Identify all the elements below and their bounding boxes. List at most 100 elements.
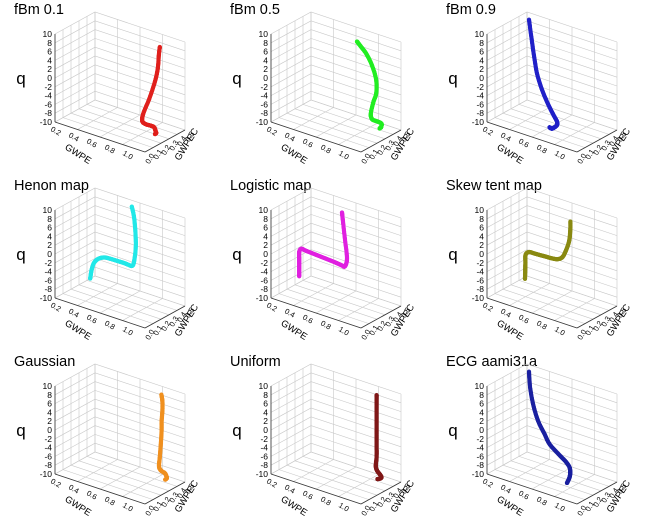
q-tick-label: -8 <box>476 284 484 294</box>
chart-panel: fBm 0.1 10 8 6 4 2 0 -2 -4 -6 -8 -10 q 0.2 0.4 0.6 0.8 1.… <box>0 0 215 175</box>
grid-line <box>486 451 528 475</box>
grid-line <box>99 290 141 314</box>
q-tick-label: 6 <box>479 223 484 233</box>
q-tick-label: 0 <box>47 249 52 259</box>
q-tick-label: -6 <box>44 451 52 461</box>
gwpe-axis-line <box>486 473 578 505</box>
q-tick-label: 8 <box>263 214 268 224</box>
grid-line <box>293 107 334 130</box>
q-tick-label: 6 <box>47 399 52 409</box>
gwpe-axis-line <box>486 121 578 153</box>
data-series <box>139 44 162 137</box>
grid-line <box>77 107 118 130</box>
grid-line <box>270 363 402 395</box>
grid-line <box>510 460 602 492</box>
grid-line <box>270 275 312 299</box>
gwpe-tick-label: 0.8 <box>103 319 117 332</box>
data-series <box>526 369 573 486</box>
grid-line <box>77 459 118 482</box>
gwpe-axis-line <box>54 473 146 505</box>
gwpec-axis-line <box>360 481 402 505</box>
q-tick-label: -8 <box>260 460 268 470</box>
grid-line <box>509 107 550 130</box>
q-tick-label: 6 <box>479 47 484 57</box>
grid-line <box>509 459 550 482</box>
q-tick-label: 2 <box>479 240 484 250</box>
chart-title: Skew tent map <box>446 178 542 194</box>
grid-line <box>294 284 386 316</box>
grid-line <box>122 298 163 321</box>
q-tick-label: -8 <box>44 108 52 118</box>
grid-line <box>94 451 186 483</box>
q-axis-label: q <box>16 69 25 88</box>
q-tick-label: 0 <box>479 249 484 259</box>
gwpe-axis-line <box>270 121 362 153</box>
grid-line <box>310 275 402 307</box>
q-tick-label: 8 <box>263 390 268 400</box>
grid-line <box>338 298 379 321</box>
q-axis-label: q <box>448 245 457 264</box>
q-tick-label: -10 <box>40 117 53 127</box>
grid-line <box>70 112 162 144</box>
chart-panel: fBm 0.5 10 8 6 4 2 0 -2 -4 -6 -8 -10 q 0.2 0.4 0.6 0.8 1.… <box>216 0 431 175</box>
grid-line <box>286 288 378 320</box>
gwpec-axis-line <box>576 481 618 505</box>
grid-line <box>494 117 586 148</box>
gwpec-axis-line <box>144 481 186 505</box>
data-point <box>157 44 162 50</box>
grid-line <box>531 114 573 138</box>
grid-line <box>70 288 162 320</box>
q-tick-label: -6 <box>476 275 484 285</box>
q-tick-label: 2 <box>47 64 52 74</box>
gwpe-tick-label: 0.8 <box>103 495 117 508</box>
q-tick-label: -6 <box>260 275 268 285</box>
grid-line <box>99 466 141 490</box>
q-tick-label: 2 <box>47 416 52 426</box>
q-tick-label: 8 <box>47 390 52 400</box>
q-tick-label: -6 <box>44 99 52 109</box>
q-tick-label: -2 <box>260 434 268 444</box>
gwpe-tick-label: 0.6 <box>85 137 99 150</box>
data-point <box>159 392 164 397</box>
gwpe-tick-label: 0.8 <box>535 319 549 332</box>
grid-line <box>486 99 528 123</box>
chart-panel: Gaussian 10 8 6 4 2 0 -2 -4 -6 -8 -10 q 0.2 0.4 0.6 0.8 1… <box>0 352 215 527</box>
grid-line <box>270 187 402 219</box>
grid-line <box>494 469 586 500</box>
q-tick-label: 8 <box>479 38 484 48</box>
chart-panel: fBm 0.9 10 8 6 4 2 0 -2 -4 -6 -8 -10 q 0.2 0.4 0.6 0.8 1.… <box>432 0 646 175</box>
q-tick-label: -6 <box>260 451 268 461</box>
grid-line <box>518 280 610 311</box>
q-tick-label: -10 <box>256 469 269 479</box>
gwpe-tick-label: 1.0 <box>337 501 351 514</box>
grid-line <box>270 451 312 475</box>
gwpe-tick-label: 0.8 <box>319 495 333 508</box>
grid-line <box>286 464 378 496</box>
q-tick-label: 10 <box>43 205 53 215</box>
grid-line <box>518 456 610 487</box>
grid-line <box>310 99 402 131</box>
grid-line <box>315 466 357 490</box>
q-tick-label: 8 <box>263 38 268 48</box>
grid-line <box>338 122 379 145</box>
grid-line <box>77 283 118 306</box>
q-tick-label: 0 <box>47 73 52 83</box>
gwpe-tick-label: 1.0 <box>121 501 135 514</box>
grid-line <box>502 288 594 320</box>
data-series <box>156 392 169 482</box>
q-tick-label: 10 <box>259 205 269 215</box>
gwpe-tick-label: 0.6 <box>85 489 99 502</box>
data-point <box>568 219 573 224</box>
q-tick-label: 10 <box>475 29 485 39</box>
grid-line <box>54 11 186 43</box>
chart-title: fBm 0.5 <box>230 2 280 18</box>
chart-panel: ECG aami31a 10 8 6 4 2 0 -2 -4 -6 -8 -10 q 0.2 0.4 0.6 0… <box>432 352 646 527</box>
q-tick-label: 2 <box>47 240 52 250</box>
grid-line <box>122 474 163 497</box>
gwpec-axis-line <box>144 305 186 329</box>
